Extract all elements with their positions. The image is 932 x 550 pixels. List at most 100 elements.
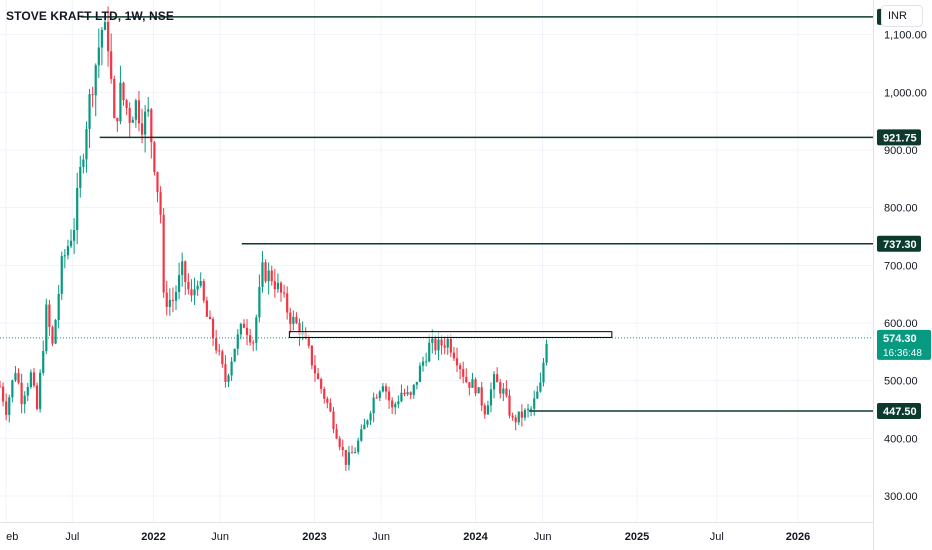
resistance-zone[interactable] xyxy=(288,331,613,338)
candle-body xyxy=(542,362,545,383)
candle-body xyxy=(134,100,137,120)
candle-body xyxy=(106,22,110,52)
candle-body xyxy=(137,100,141,124)
candle-body xyxy=(387,391,391,401)
candle-body xyxy=(354,451,357,453)
candle-body xyxy=(437,339,440,351)
candle-body xyxy=(103,22,107,30)
y-tick-label: 500.00 xyxy=(884,376,918,388)
candle-body xyxy=(165,292,168,307)
bar-countdown-label: 16:36:48 xyxy=(883,348,922,359)
candle-body xyxy=(320,379,323,389)
candle-body xyxy=(366,420,369,425)
level-badge xyxy=(877,235,921,252)
candle-body xyxy=(0,386,2,388)
candle-body xyxy=(443,345,446,348)
level-badge xyxy=(877,129,921,146)
candle-body xyxy=(350,452,354,454)
candle-body xyxy=(14,373,17,381)
candle-body xyxy=(177,275,181,292)
candle-body xyxy=(282,292,286,294)
x-tick-label: 2026 xyxy=(786,531,810,543)
candle-body xyxy=(230,361,233,376)
candle-body xyxy=(39,372,42,409)
candle-body xyxy=(236,334,239,349)
x-tick-label: Jun xyxy=(534,531,552,543)
candle-body xyxy=(341,446,344,450)
currency-button[interactable]: INR xyxy=(881,5,923,27)
candle-body xyxy=(372,397,375,414)
candle-body xyxy=(329,402,332,412)
candle-body xyxy=(73,230,76,241)
candle-body xyxy=(116,117,119,122)
candle-body xyxy=(316,373,320,380)
candle-body xyxy=(150,109,153,143)
candle-body xyxy=(378,391,381,398)
x-tick-label: 2024 xyxy=(463,531,488,543)
x-tick-label: 2025 xyxy=(625,531,649,543)
candle-body xyxy=(483,405,486,415)
candle-body xyxy=(431,338,434,343)
candle-body xyxy=(418,365,422,382)
candle-body xyxy=(502,388,505,394)
candle-body xyxy=(144,111,147,135)
candle-body xyxy=(227,375,230,382)
x-tick-label: Jul xyxy=(65,531,79,543)
candle-body xyxy=(245,327,249,336)
candle-body xyxy=(35,385,39,409)
candle-body xyxy=(8,397,11,415)
level-badge-label: 447.50 xyxy=(883,406,917,418)
candle-body xyxy=(32,372,36,386)
candle-body xyxy=(434,338,437,351)
candle-body xyxy=(286,293,289,313)
candle-body xyxy=(233,348,236,362)
candle-body xyxy=(63,255,66,257)
candle-body xyxy=(357,440,360,452)
candle-body xyxy=(403,392,406,395)
candle-body xyxy=(499,382,502,394)
candle-body xyxy=(332,411,335,430)
candle-body xyxy=(360,429,363,441)
candle-body xyxy=(496,374,499,383)
y-tick-label: 600.00 xyxy=(884,318,918,330)
y-tick-label: 700.00 xyxy=(884,260,918,272)
candle-body xyxy=(313,365,317,374)
candle-body xyxy=(264,262,267,282)
candle-body xyxy=(415,381,418,385)
candle-body xyxy=(94,65,97,96)
candle-body xyxy=(310,345,313,366)
candle-body xyxy=(289,312,292,324)
y-tick-label: 900.00 xyxy=(884,145,918,157)
candle-body xyxy=(190,289,193,296)
y-tick-label: 1,100.00 xyxy=(884,30,927,42)
candle-body xyxy=(17,373,20,383)
candle-body xyxy=(249,335,252,343)
candle-body xyxy=(82,159,85,167)
candle-body xyxy=(323,388,326,399)
candle-body xyxy=(258,286,261,318)
candle-body xyxy=(421,361,425,366)
x-tick-label: eb xyxy=(6,531,18,543)
candle-body xyxy=(162,214,165,293)
candle-body xyxy=(122,82,125,101)
candle-body xyxy=(412,384,415,395)
candle-body xyxy=(69,240,73,247)
candle-body xyxy=(202,281,205,301)
candle-body xyxy=(153,142,156,173)
candle-body xyxy=(397,401,400,405)
candle-body xyxy=(338,438,341,447)
candle-body xyxy=(60,256,63,294)
candle-body xyxy=(215,338,218,351)
x-tick-label: Jun xyxy=(372,531,390,543)
candle-body xyxy=(480,387,483,406)
candle-body xyxy=(196,285,199,290)
candle-body xyxy=(511,415,514,418)
candle-body xyxy=(270,270,273,282)
level-badge xyxy=(877,402,921,419)
candle-body xyxy=(91,94,94,96)
candle-body xyxy=(295,316,298,324)
candle-body xyxy=(391,400,394,408)
candle-body xyxy=(375,397,378,399)
level-badge-label: 921.75 xyxy=(883,132,917,144)
